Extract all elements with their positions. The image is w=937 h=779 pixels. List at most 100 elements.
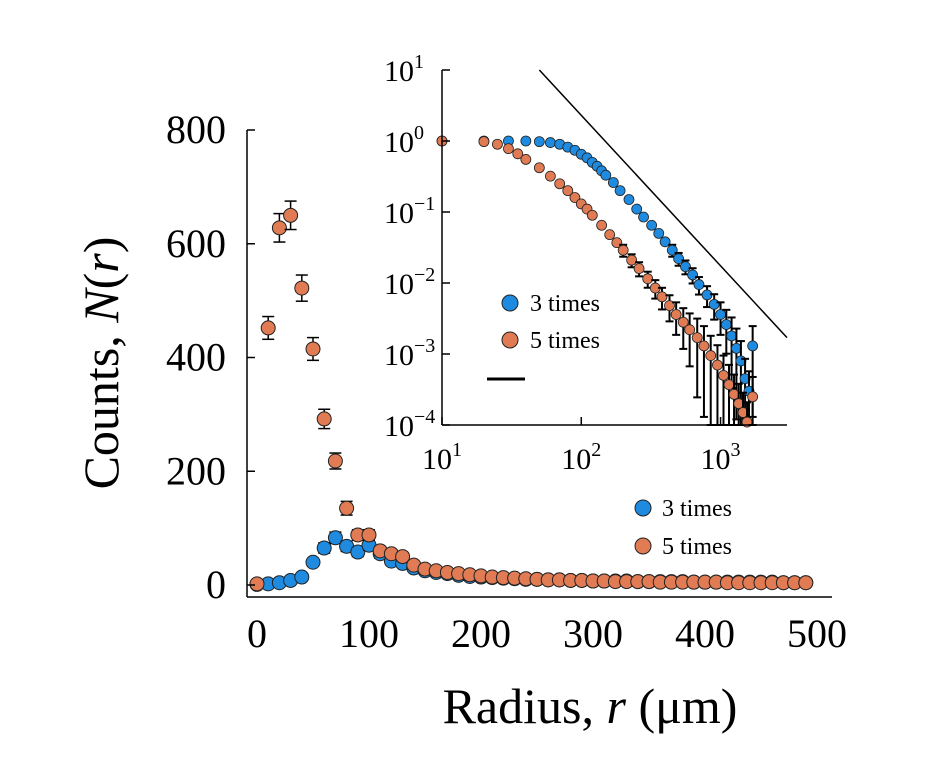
- inset-legend: 3 times 5 times: [487, 291, 600, 381]
- inset-data-point: [715, 309, 726, 320]
- inset-data-point: [747, 340, 759, 352]
- inset-chart: 101 102 103 101 100 10−1 10−2 10−3 10−4 3 times…: [384, 51, 788, 476]
- main-data-point: [305, 341, 321, 357]
- inset-data-point: [626, 254, 638, 266]
- inset-x-tick-label: 103: [701, 439, 741, 476]
- inset-data-point: [492, 138, 503, 150]
- main-x-tick-label: 200: [451, 611, 511, 656]
- inset-data-point: [718, 369, 729, 381]
- main-data-point: [294, 280, 310, 296]
- main-legend-marker-3-times: [634, 499, 652, 517]
- main-data-point: [316, 411, 332, 427]
- inset-data-point: [653, 227, 665, 239]
- inset-data-point: [726, 330, 737, 342]
- inset-data-point: [698, 340, 710, 352]
- inset-data-point: [723, 379, 735, 391]
- inset-data-point: [728, 388, 740, 400]
- inset-data-point: [600, 169, 612, 181]
- main-y-axis-title: Counts, N(r): [73, 237, 129, 490]
- main-data-point: [327, 530, 343, 546]
- inset-data-point: [664, 300, 675, 312]
- main-series-5-times: [249, 200, 814, 592]
- inset-data-point: [554, 178, 566, 190]
- main-x-ticks: 0 100 200 300 400 500: [247, 611, 847, 656]
- main-data-point: [327, 453, 343, 469]
- inset-data-point: [533, 136, 545, 148]
- inset-data-point: [512, 148, 524, 160]
- inset-data-point: [604, 229, 616, 241]
- inset-data-point: [747, 391, 759, 403]
- main-y-tick-label: 0: [206, 562, 226, 607]
- main-data-point: [395, 549, 411, 565]
- inset-data-point: [586, 209, 598, 221]
- main-chart: 0 100 200 300 400 500 0 200 400 600 800 Radius, r…: [73, 107, 847, 734]
- inset-data-point: [544, 170, 556, 182]
- inset-data-point: [680, 261, 691, 273]
- inset-legend-marker-5-times: [501, 331, 519, 349]
- inset-x-tick-label: 101: [422, 439, 462, 476]
- inset-data-point: [569, 192, 581, 203]
- inset-data-point: [607, 177, 619, 188]
- inset-data-point: [478, 136, 490, 148]
- inset-data-point: [520, 154, 532, 165]
- inset-legend-marker-3-times: [501, 294, 519, 312]
- main-x-axis-title: Radius, r (μm): [443, 678, 738, 734]
- main-x-tick-label: 500: [787, 611, 847, 656]
- main-x-tick-label: 400: [675, 611, 735, 656]
- inset-data-point: [631, 203, 643, 215]
- inset-legend-label-5-times: 5 times: [530, 328, 600, 354]
- inset-data-point: [544, 137, 556, 148]
- main-series-layer: [249, 200, 814, 592]
- inset-y-tick-label: 101: [384, 51, 424, 88]
- main-y-tick-label: 800: [166, 107, 226, 152]
- inset-data-point: [659, 236, 671, 248]
- inset-data-point: [623, 194, 635, 205]
- inset-data-point: [503, 143, 514, 155]
- inset-data-point: [638, 211, 649, 223]
- inset-data-point: [693, 279, 705, 290]
- main-y-ticks: 0 200 400 600 800: [166, 107, 255, 607]
- inset-data-point: [596, 219, 608, 231]
- inset-data-point: [708, 298, 720, 310]
- main-x-tick-label: 0: [247, 611, 267, 656]
- inset-data-point: [520, 135, 532, 147]
- inset-reference-line: [538, 69, 788, 339]
- inset-data-point: [720, 319, 732, 330]
- inset-data-point: [670, 309, 682, 320]
- inset-data-point: [617, 244, 629, 256]
- inset-data-point: [673, 253, 685, 265]
- inset-data-point: [633, 263, 645, 274]
- main-x-tick-label: 300: [563, 611, 623, 656]
- inset-data-point: [533, 162, 545, 174]
- main-data-point: [305, 554, 321, 570]
- inset-data-point: [691, 332, 703, 344]
- main-data-point: [249, 576, 265, 592]
- main-y-tick-label: 400: [166, 335, 226, 380]
- main-data-point: [316, 540, 332, 556]
- inset-data-point: [642, 273, 654, 285]
- inset-y-tick-label: 10−1: [384, 193, 435, 230]
- inset-data-point: [687, 269, 699, 281]
- inset-data-point: [677, 316, 689, 328]
- main-legend-label-3-times: 3 times: [662, 496, 732, 522]
- inset-y-tick-label: 100: [384, 122, 424, 159]
- inset-y-tick-label: 10−2: [384, 264, 435, 301]
- main-data-point: [798, 575, 814, 591]
- main-y-tick-label: 200: [166, 448, 226, 493]
- main-data-point: [283, 207, 299, 223]
- main-data-point: [339, 500, 355, 516]
- inset-series-layer: [436, 135, 759, 428]
- inset-x-tick-label: 102: [561, 439, 601, 476]
- inset-data-point: [656, 291, 668, 303]
- main-data-point: [271, 220, 287, 236]
- main-legend: 3 times 5 times: [634, 496, 732, 560]
- inset-x-ticks: 101 102 103: [422, 417, 741, 476]
- inset-data-point: [712, 359, 723, 371]
- inset-data-point: [646, 219, 658, 231]
- main-data-point: [350, 544, 366, 560]
- main-x-tick-label: 100: [339, 611, 399, 656]
- inset-data-point: [705, 350, 717, 361]
- main-data-point: [260, 320, 276, 336]
- main-data-point: [361, 527, 377, 543]
